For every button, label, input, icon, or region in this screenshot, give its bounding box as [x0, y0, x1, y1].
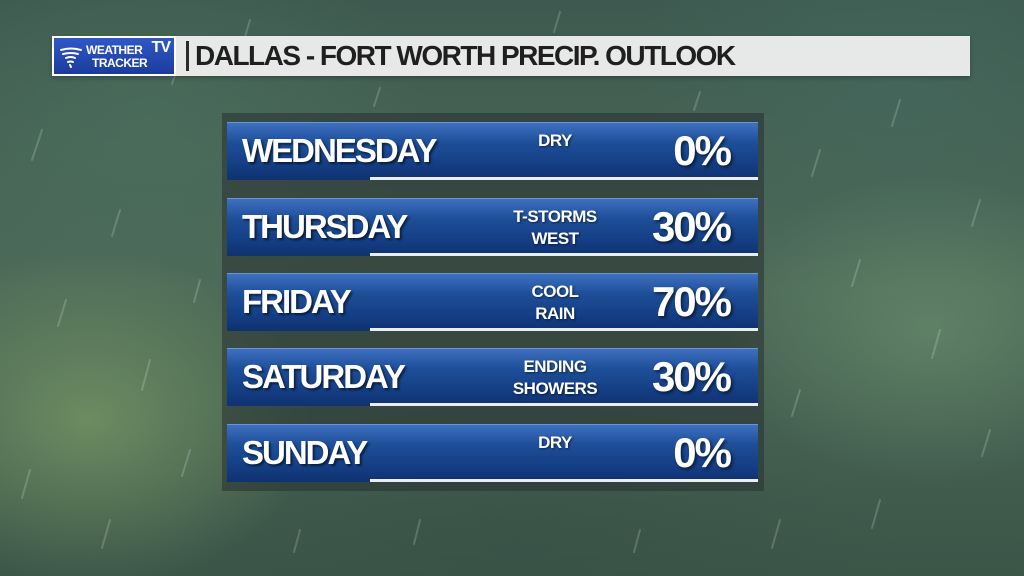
logo-text-tv: TV [151, 39, 171, 56]
forecast-row-thursday: THURSDAY T-STORMS WEST 30% [227, 198, 758, 256]
precip-percent: 0% [673, 429, 732, 476]
day-label: WEDNESDAY [242, 132, 437, 169]
condition-label: DRY [538, 131, 572, 150]
day-label: FRIDAY [242, 283, 352, 320]
precip-percent: 0% [673, 127, 732, 174]
forecast-row-friday: FRIDAY COOL RAIN 70% [227, 273, 758, 331]
row-underline [370, 403, 758, 406]
row-underline [370, 253, 758, 256]
day-label: SATURDAY [242, 358, 406, 395]
weather-tracker-logo: WEATHER TRACKER TV [52, 36, 176, 76]
day-label: THURSDAY [242, 208, 408, 245]
forecast-row-wednesday: WEDNESDAY DRY 0% [227, 122, 758, 180]
logo-text-weather: WEATHER [86, 43, 143, 57]
logo-text-tracker: TRACKER [92, 56, 148, 70]
condition-label: T-STORMS WEST [513, 207, 597, 248]
precip-percent: 30% [651, 203, 732, 250]
forecast-row-saturday: SATURDAY ENDING SHOWERS 30% [227, 348, 758, 406]
header-divider [186, 41, 189, 71]
condition-label: ENDING SHOWERS [512, 357, 598, 398]
page-title: DALLAS - FORT WORTH PRECIP. OUTLOOK [195, 40, 736, 71]
forecast-row-sunday: SUNDAY DRY 0% [227, 424, 758, 482]
row-underline [370, 479, 758, 482]
precip-percent: 30% [651, 353, 732, 400]
header-bar: WEATHER TRACKER TV DALLAS - FORT WORTH P… [52, 36, 970, 76]
precip-percent: 70% [651, 278, 732, 325]
condition-label: COOL RAIN [531, 282, 579, 323]
row-underline [370, 328, 758, 331]
condition-label: DRY [538, 433, 572, 452]
row-underline [370, 177, 758, 180]
day-label: SUNDAY [242, 434, 368, 471]
forecast-panel: WEDNESDAY DRY 0% THURSDAY T-STORMS WEST … [222, 113, 764, 491]
tornado-icon [60, 47, 82, 68]
